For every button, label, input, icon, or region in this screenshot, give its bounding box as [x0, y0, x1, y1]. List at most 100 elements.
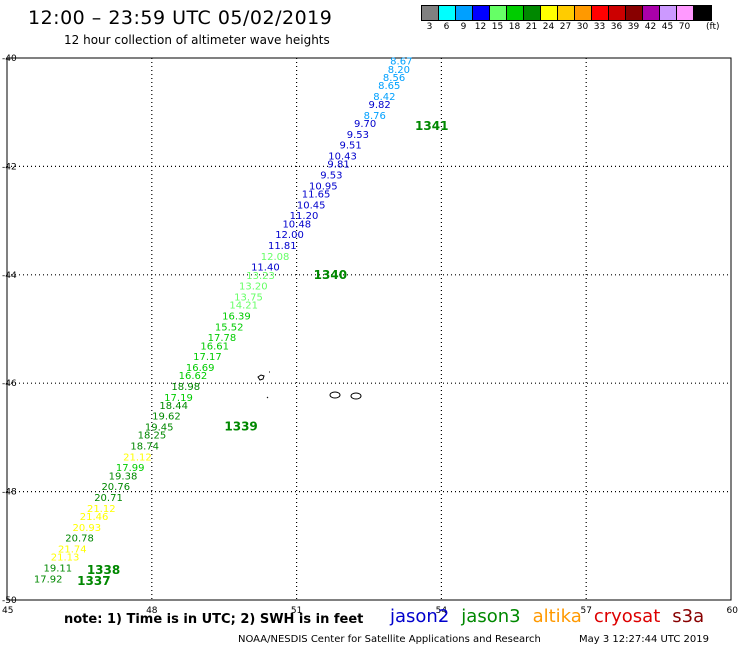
island-outline	[350, 392, 362, 400]
x-tick-label: 45	[2, 606, 13, 616]
swh-label: 11.65	[302, 190, 331, 201]
swh-label: 9.70	[354, 119, 376, 130]
swh-label: 21.74	[58, 545, 87, 556]
swh-label: 13.20	[239, 282, 268, 293]
legend-swatch	[677, 6, 694, 20]
island-dot	[266, 396, 269, 399]
swh-label: 13.23	[246, 271, 275, 282]
swh-label: 18.98	[171, 382, 200, 393]
legend-label: 9	[460, 22, 467, 32]
generation-timestamp: May 3 12:27:44 UTC 2019	[579, 634, 709, 645]
swh-label: 18.25	[138, 431, 167, 442]
swh-label: 9.53	[347, 130, 369, 141]
time-label: 1337	[77, 574, 110, 588]
legend-label: 27	[559, 22, 572, 32]
x-tick-label: 51	[291, 606, 302, 616]
swh-label: 9.81	[327, 160, 349, 171]
legend-label: 42	[644, 22, 657, 32]
x-tick-label: 54	[436, 606, 448, 616]
map-subtitle: 12 hour collection of altimeter wave hei…	[64, 33, 330, 47]
legend-label: 70	[678, 22, 691, 32]
swh-label: 8.20	[388, 65, 410, 76]
swh-label: 16.61	[200, 341, 229, 352]
legend-swatch	[541, 6, 558, 20]
swh-label: 21.12	[87, 504, 116, 515]
legend-swatch	[490, 6, 507, 20]
legend-swatch	[643, 6, 660, 20]
legend-swatch	[609, 6, 626, 20]
legend-swatch	[694, 6, 711, 20]
legend-swatch	[626, 6, 643, 20]
swh-label: 9.51	[339, 141, 361, 152]
legend-label: 33	[593, 22, 606, 32]
time-label: 1338	[87, 563, 120, 577]
swh-label: 21.12	[123, 452, 152, 463]
satellite-track: 8.678.208.568.658.429.828.769.709.539.51…	[34, 57, 413, 586]
swh-label: 12.00	[275, 230, 304, 241]
x-tick-label: 48	[146, 606, 158, 616]
legend-label: 12	[474, 22, 487, 32]
x-tick-label: 57	[580, 606, 591, 616]
swh-label: 16.39	[222, 311, 251, 322]
legend-label: 6	[443, 22, 450, 32]
swh-label: 19.45	[145, 423, 174, 434]
legend-swatch	[473, 6, 490, 20]
swh-label: 11.40	[251, 263, 280, 274]
swh-label: 17.78	[208, 333, 237, 344]
legend-swatch	[592, 6, 609, 20]
swh-label: 21.13	[51, 553, 80, 564]
plot-frame	[6, 57, 732, 601]
mission-label: jason2	[390, 606, 450, 627]
grid-lines	[7, 58, 731, 600]
swh-label: 9.53	[320, 171, 342, 182]
swh-label: 17.17	[193, 352, 222, 363]
swh-label: 20.93	[72, 523, 101, 534]
legend-swatch	[456, 6, 473, 20]
swh-label: 10.43	[328, 152, 357, 163]
y-tick-label: -46	[2, 379, 17, 389]
legend-label: 21	[525, 22, 538, 32]
y-tick-label: -48	[2, 488, 17, 498]
swh-label: 18.44	[159, 401, 188, 412]
time-label: 1340	[314, 268, 347, 282]
swh-label: 10.48	[282, 219, 311, 230]
swh-label: 17.92	[34, 574, 63, 585]
swh-label: 21.46	[80, 512, 109, 523]
swh-label: 11.20	[290, 211, 319, 222]
swh-label: 16.62	[179, 371, 208, 382]
legend-swatch	[507, 6, 524, 20]
legend-label: 24	[542, 22, 555, 32]
island-outline	[329, 391, 341, 399]
swh-label: 10.45	[297, 200, 326, 211]
swh-label: 20.71	[94, 493, 123, 504]
swh-label: 8.56	[383, 73, 405, 84]
swh-label: 13.75	[234, 292, 263, 303]
swh-label: 11.81	[268, 241, 297, 252]
swh-label: 9.82	[368, 100, 390, 111]
legend-label: 39	[627, 22, 640, 32]
legend-label: 18	[508, 22, 521, 32]
y-tick-label: -40	[2, 54, 17, 64]
credit-line: NOAA/NESDIS Center for Satellite Applica…	[238, 634, 541, 645]
swh-label: 19.62	[152, 412, 181, 423]
x-tick-label: 60	[727, 606, 739, 616]
swh-label: 17.99	[116, 463, 145, 474]
crozet-islands	[257, 371, 362, 400]
swh-label: 8.67	[390, 57, 412, 68]
legend-label: 30	[576, 22, 589, 32]
legend-swatch	[524, 6, 541, 20]
swh-label: 17.19	[164, 393, 193, 404]
swh-label: 8.65	[378, 81, 400, 92]
footer-note: note: 1) Time is in UTC; 2) SWH is in fe…	[64, 612, 364, 627]
legend-swatch	[439, 6, 456, 20]
swh-label: 19.38	[109, 471, 138, 482]
mission-label: jason3	[461, 606, 521, 627]
mission-label: cryosat	[593, 606, 661, 627]
axis-ticks: 45 48 51 54 57 60 -40 -42 -44 -46 -48 -50	[2, 54, 738, 616]
swh-label: 10.95	[309, 181, 338, 192]
legend-label: 45	[661, 22, 674, 32]
map-title: 12:00 – 23:59 UTC 05/02/2019	[28, 7, 333, 29]
island-outline	[257, 374, 265, 381]
